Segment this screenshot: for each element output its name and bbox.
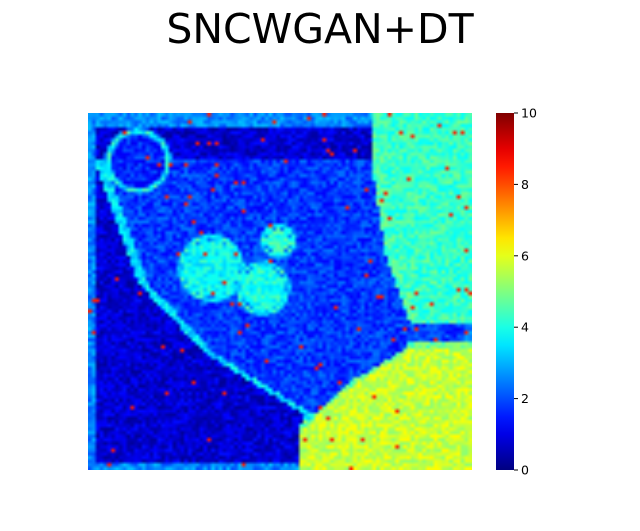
colorbar-tick-label: 10 [521, 106, 537, 121]
colorbar-tick-label: 8 [521, 177, 529, 192]
colorbar-ticks: 0 2 4 6 8 10 [514, 106, 537, 478]
colorbar-tick-label: 6 [521, 248, 529, 263]
colorbar-tick-label: 2 [521, 391, 529, 406]
colorbar [496, 113, 514, 470]
chart-title: SNCWGAN+DT [166, 5, 474, 53]
colorbar-tick-label: 4 [521, 320, 529, 335]
heatmap [88, 113, 472, 470]
colorbar-tick-label: 0 [521, 463, 529, 478]
